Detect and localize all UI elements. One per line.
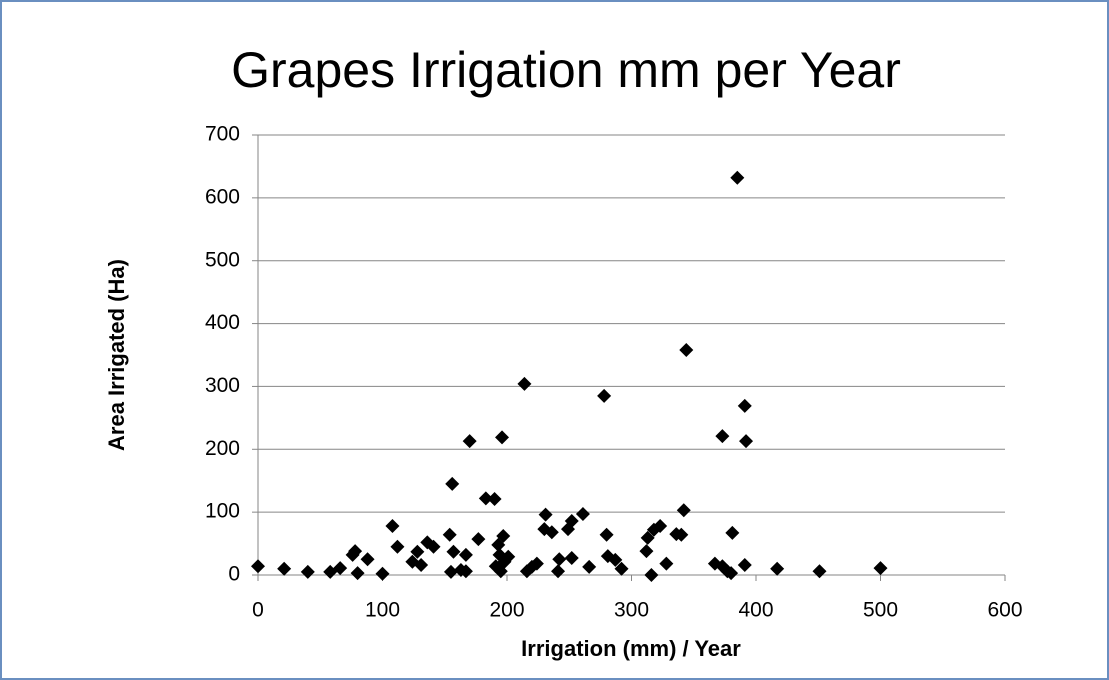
point <box>544 525 559 540</box>
point <box>496 529 511 544</box>
x-axis-label: Irrigation (mm) / Year <box>521 636 741 661</box>
point <box>812 564 827 579</box>
x-tick-label: 600 <box>987 599 1022 622</box>
point <box>679 342 694 357</box>
point <box>442 527 457 542</box>
point <box>551 564 566 579</box>
point <box>737 557 752 572</box>
point <box>501 549 516 564</box>
point <box>614 561 629 576</box>
point <box>487 491 502 506</box>
point <box>529 556 544 571</box>
y-tick-label: 500 <box>205 248 240 271</box>
x-tick-label: 200 <box>489 599 524 622</box>
y-tick-label: 600 <box>205 185 240 208</box>
point <box>640 530 655 545</box>
point <box>659 556 674 571</box>
x-tick-label: 100 <box>365 599 400 622</box>
point <box>739 434 754 449</box>
x-tick-label: 0 <box>252 599 264 622</box>
point <box>538 507 553 522</box>
point <box>674 527 689 542</box>
y-tick-label: 0 <box>228 563 240 586</box>
point <box>724 566 739 581</box>
point <box>639 544 654 559</box>
point <box>458 547 473 562</box>
chart-title: Grapes Irrigation mm per Year <box>231 42 901 98</box>
point <box>471 532 486 547</box>
point <box>446 544 461 559</box>
point <box>737 398 752 413</box>
point <box>564 551 579 566</box>
point <box>725 525 740 540</box>
point <box>390 539 405 554</box>
point <box>300 564 315 579</box>
point <box>495 430 510 445</box>
point <box>360 552 375 567</box>
point <box>575 507 590 522</box>
point <box>582 559 597 574</box>
point <box>348 544 363 559</box>
point <box>350 566 365 581</box>
point <box>608 552 623 567</box>
point <box>873 561 888 576</box>
y-tick-label: 700 <box>205 123 240 146</box>
point <box>517 376 532 391</box>
point <box>443 564 458 579</box>
point <box>277 561 292 576</box>
point <box>730 170 745 185</box>
point <box>770 561 785 576</box>
point <box>410 544 425 559</box>
point <box>715 429 730 444</box>
point <box>653 518 668 533</box>
point <box>599 527 614 542</box>
point <box>414 557 429 572</box>
y-tick-label: 100 <box>205 500 240 523</box>
point <box>385 518 400 533</box>
y-tick-label: 200 <box>205 437 240 460</box>
point <box>676 503 691 518</box>
point <box>552 552 567 567</box>
point <box>564 513 579 528</box>
point <box>445 476 460 491</box>
y-tick-label: 300 <box>205 374 240 397</box>
point <box>458 564 473 579</box>
y-tick-label: 400 <box>205 311 240 334</box>
y-axis-label: Area Irrigated (Ha) <box>104 259 129 451</box>
point <box>462 434 477 449</box>
x-tick-label: 500 <box>863 599 898 622</box>
point <box>375 566 390 581</box>
point <box>333 561 348 576</box>
point <box>644 568 659 582</box>
point <box>251 559 265 574</box>
point <box>597 388 612 403</box>
point <box>426 539 441 554</box>
point <box>478 491 493 506</box>
x-tick-label: 300 <box>614 599 649 622</box>
x-tick-label: 400 <box>738 599 773 622</box>
